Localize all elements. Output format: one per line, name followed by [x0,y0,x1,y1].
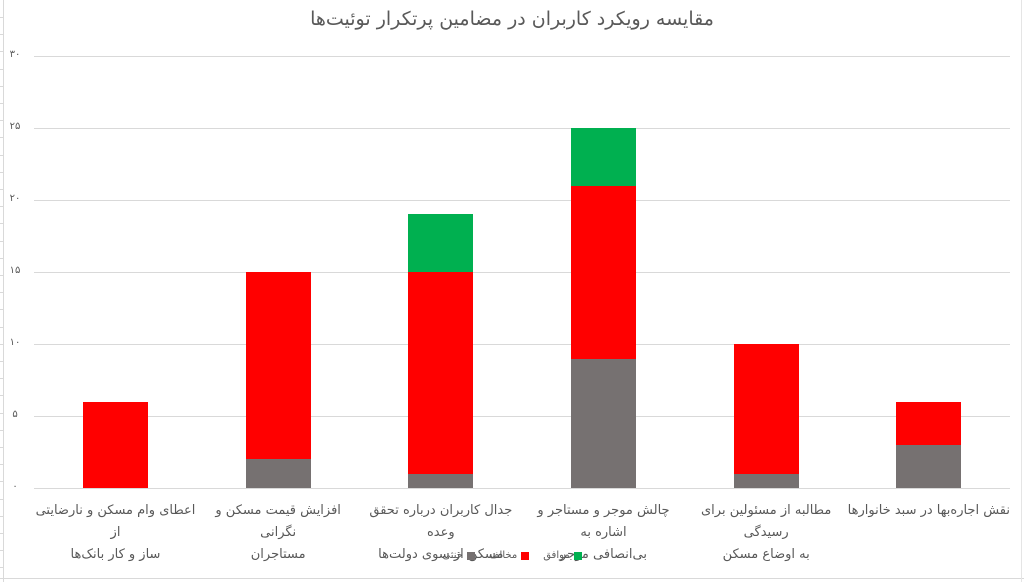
chart-title: مقایسه رویکرد کاربران در مضامین پرتکرار … [310,8,714,30]
y-tick-label: ۱۰ [9,337,21,348]
legend-label: خنثی [442,550,463,561]
y-tick-label: ۲۵ [9,121,21,132]
y-tick-label: ۵ [12,409,18,420]
sheet-gridline-right [1021,0,1022,582]
bar-segment[interactable] [571,128,636,186]
gridline [34,344,1010,345]
gridline [34,272,1010,273]
sheet-row-tick [0,481,4,482]
sheet-row-tick [0,223,4,224]
y-tick-label: ۳۰ [9,49,21,60]
y-tick-label: ۱۵ [9,265,21,276]
category-label: افزایش قیمت مسکن و نگرانی مستاجران [215,503,341,562]
sheet-row-tick [0,275,4,276]
sheet-row-tick [0,189,4,190]
sheet-row-tick [0,120,4,121]
category-label: نقش اجاره‌بها در سبد خانوارها [847,503,1010,518]
bar-segment[interactable] [896,402,961,445]
gridline [34,128,1010,129]
sheet-row-tick [0,103,4,104]
legend-item[interactable]: موافق [543,550,582,561]
sheet-row-tick [0,17,4,18]
sheet-row-tick [0,447,4,448]
sheet-row-tick [0,567,4,568]
legend-label: موافق [543,550,570,561]
sheet-row-tick [0,430,4,431]
legend-swatch-icon [466,551,475,560]
legend-item[interactable]: خنثی [442,550,475,561]
bar-segment[interactable] [408,214,473,272]
category-label: چالش موجر و مستاجر و اشاره به بی‌انصافی م… [537,503,670,562]
y-tick-label: ۲۰ [9,193,21,204]
bar-segment[interactable] [83,402,148,488]
bar-segment[interactable] [571,358,636,488]
bar-segment[interactable] [408,272,473,474]
sheet-row-tick [0,69,4,70]
sheet-row-tick [0,499,4,500]
sheet-row-tick [0,550,4,551]
sheet-row-tick [0,378,4,379]
sheet-row-tick [0,327,4,328]
gridline [34,416,1010,417]
plot-area: ۰ ۵ ۱۰ ۱۵ ۲۰ ۲۵ ۳۰ [10,49,1010,492]
sheet-row-tick [0,172,4,173]
sheet-row-tick [0,51,4,52]
legend-item[interactable]: مخالف [488,550,530,561]
bar-segment[interactable] [734,474,799,488]
legend: موافق مخالف خنثی [0,550,1024,561]
legend-swatch-icon [521,551,530,560]
sheet-row-tick [0,241,4,242]
sheet-row-tick [0,258,4,259]
sheet-gridline-bottom [0,578,1024,579]
sheet-row-tick [0,464,4,465]
bar-segment[interactable] [408,474,473,488]
bar-segment[interactable] [734,344,799,474]
sheet-row-tick [0,137,4,138]
bar-segment[interactable] [896,445,961,488]
sheet-gridline-left [3,0,4,582]
category-label: مطالبه از مسئولین برای رسیدگی به اوضاع مس… [701,503,832,562]
sheet-row-tick [0,86,4,87]
legend-swatch-icon [573,551,582,560]
sheet-row-tick [0,533,4,534]
bar-segment[interactable] [571,186,636,359]
sheet-row-tick [0,292,4,293]
gridline [34,488,1010,489]
gridline [34,200,1010,201]
sheet-row-tick [0,395,4,396]
gridline [34,56,1010,57]
sheet-row-tick [0,361,4,362]
sheet-row-tick [0,155,4,156]
bar-segment[interactable] [246,272,311,459]
sheet-row-tick [0,206,4,207]
sheet-row-tick [0,34,4,35]
sheet-row-tick [0,516,4,517]
legend-label: مخالف [488,550,518,561]
sheet-row-tick [0,413,4,414]
y-tick-label: ۰ [12,481,18,492]
sheet-row-tick [0,309,4,310]
bar-segment[interactable] [246,459,311,488]
sheet-row-tick [0,344,4,345]
category-label: اعطای وام مسکن و نارضایتی از ساز و کار با… [35,503,196,562]
